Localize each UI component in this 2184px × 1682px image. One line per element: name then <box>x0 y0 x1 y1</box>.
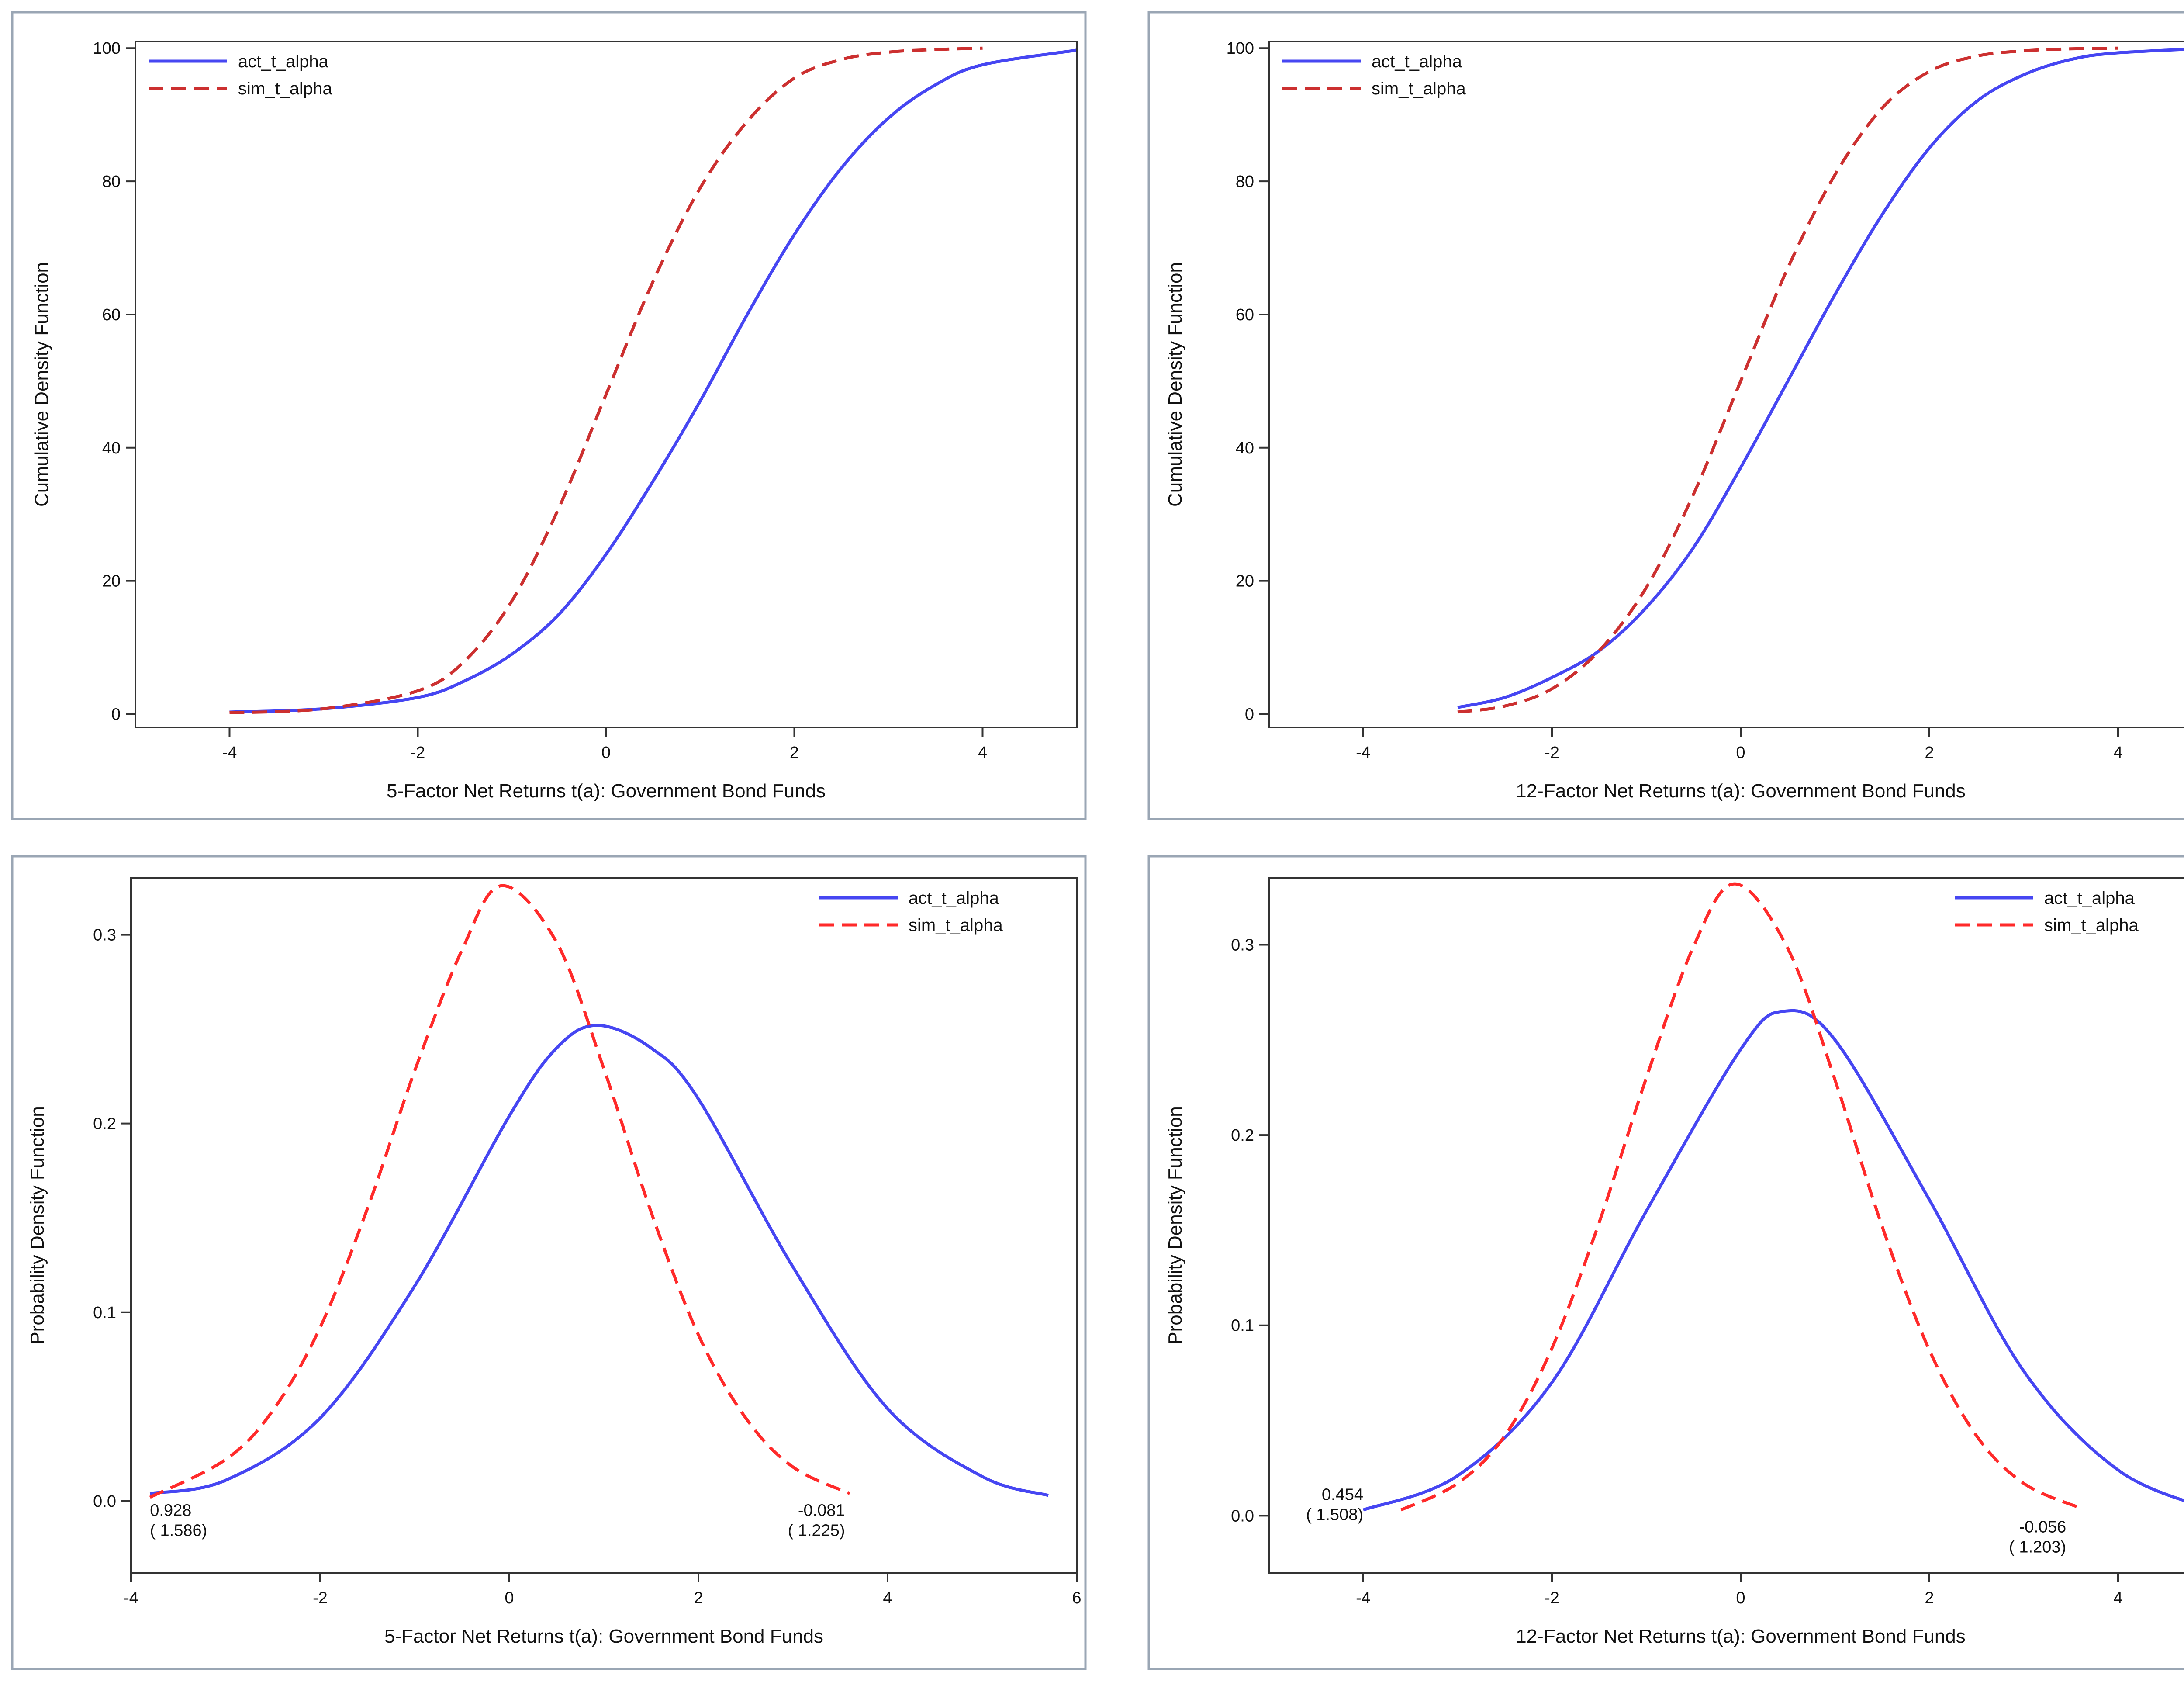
chart-pdf-12factor-panel <box>1147 855 2184 1670</box>
chart-pdf-5factor-annotation-line: ( 1.225) <box>788 1521 845 1540</box>
chart-cdf-5factor-legend-label-act_t_alpha: act_t_alpha <box>238 52 329 71</box>
chart-pdf-12factor-y-tick-label: 0.1 <box>1231 1317 1254 1335</box>
chart-pdf-12factor-annotation-line: 0.454 <box>1322 1485 1363 1504</box>
chart-pdf-12factor-y-tick-label: 0.2 <box>1231 1126 1254 1145</box>
chart-pdf-5factor-annotation-line: 0.928 <box>150 1501 191 1519</box>
chart-cdf-5factor-panel <box>11 11 1087 820</box>
chart-pdf-12factor-annotation-line: ( 1.203) <box>2009 1538 2066 1556</box>
chart-pdf-5factor-legend-label-sim_t_alpha: sim_t_alpha <box>909 916 1003 935</box>
chart-pdf-12factor-y-tick-label: 0.0 <box>1231 1507 1254 1525</box>
chart-cdf-12factor-y-tick-label: 40 <box>1236 439 1254 457</box>
chart-pdf-5factor-x-axis-label: 5-Factor Net Returns t(a): Government Bo… <box>384 1626 823 1647</box>
chart-cdf-5factor-x-tick-label: -4 <box>222 744 237 762</box>
chart-cdf-12factor-series-act_t_alpha <box>1457 48 2184 709</box>
chart-pdf-12factor-annotation: -0.056 ( 1.203) <box>2009 1518 2066 1556</box>
chart-cdf-12factor-x-tick-label: -2 <box>1545 744 1559 762</box>
chart-pdf-5factor-x-tick-label: -4 <box>124 1589 138 1607</box>
chart-cdf-5factor-series-act_t_alpha <box>229 48 1077 714</box>
chart-cdf-5factor-series-sim_t_alpha <box>229 46 983 714</box>
chart-pdf-5factor-x-tick-label: -2 <box>313 1589 328 1607</box>
chart-pdf-5factor-annotation: 0.928 ( 1.586) <box>150 1501 207 1540</box>
chart-pdf-12factor-legend-label-sim_t_alpha: sim_t_alpha <box>2044 916 2139 935</box>
chart-pdf-12factor-x-tick-label: 0 <box>1736 1589 1745 1607</box>
chart-cdf-5factor-x-tick-label: -2 <box>411 744 425 762</box>
chart-pdf-5factor-x-tick-label: 2 <box>694 1589 703 1607</box>
chart-cdf-12factor-x-tick-label: 2 <box>1925 744 1934 762</box>
chart-cdf-12factor-y-tick-label: 100 <box>1227 39 1254 58</box>
chart-pdf-12factor-legend-label-act_t_alpha: act_t_alpha <box>2044 889 2135 908</box>
chart-cdf-12factor-series-sim_t_alpha <box>1457 46 2118 714</box>
chart-cdf-12factor-legend-label-act_t_alpha: act_t_alpha <box>1372 52 1462 71</box>
chart-pdf-12factor-annotation: 0.454( 1.508) <box>1306 1485 1363 1524</box>
chart-pdf-12factor: -4 -2 0 2 4 0.0 0.1 0.2 0.3 12-Factor Net Returns… <box>1147 855 2184 1670</box>
chart-cdf-12factor-x-tick-label: -4 <box>1356 744 1371 762</box>
chart-pdf-12factor-annotation-line: -0.056 <box>2019 1518 2066 1536</box>
chart-cdf-5factor-y-tick-label: 100 <box>93 39 121 58</box>
chart-pdf-5factor-y-tick-label: 0.3 <box>93 926 116 945</box>
chart-pdf-12factor-legend: act_t_alpha sim_t_alpha <box>1955 889 2139 935</box>
chart-cdf-5factor-y-axis-label: Cumulative Density Function <box>31 262 52 507</box>
chart-pdf-5factor-y-tick-label: 0.1 <box>93 1304 116 1322</box>
chart-pdf-12factor-x-tick-label: 4 <box>2113 1589 2122 1607</box>
chart-pdf-12factor-y-tick-label: 0.3 <box>1231 936 1254 954</box>
chart-pdf-5factor-annotation-line: ( 1.586) <box>150 1521 207 1540</box>
chart-pdf-5factor-x-tick-label: 4 <box>883 1589 892 1607</box>
chart-cdf-12factor-x-axis-label: 12-Factor Net Returns t(a): Government B… <box>1516 780 1966 802</box>
chart-pdf-12factor-x-axis-label: 12-Factor Net Returns t(a): Government B… <box>1516 1626 1966 1647</box>
chart-cdf-12factor-legend: act_t_alpha sim_t_alpha <box>1282 52 1466 98</box>
chart-pdf-5factor-series-act_t_alpha <box>149 1024 1049 1497</box>
chart-pdf-12factor-x-tick-label: 2 <box>1925 1589 1934 1607</box>
chart-cdf-5factor-x-axis-label: 5-Factor Net Returns t(a): Government Bo… <box>387 780 826 802</box>
chart-cdf-5factor-y-tick-label: 80 <box>102 173 121 191</box>
chart-cdf-12factor-y-tick-label: 0 <box>1245 706 1254 724</box>
chart-pdf-5factor-y-tick-label: 0.0 <box>93 1492 116 1511</box>
chart-pdf-5factor-x-tick-label: 6 <box>1072 1589 1081 1607</box>
chart-cdf-5factor-y-tick-label: 40 <box>102 439 121 457</box>
chart-pdf-5factor-x-tick-label: 0 <box>505 1589 514 1607</box>
chart-pdf-12factor-x-tick-label: -2 <box>1545 1589 1559 1607</box>
chart-pdf-5factor-panel <box>11 855 1087 1670</box>
chart-pdf-5factor-legend: act_t_alpha sim_t_alpha <box>819 889 1003 935</box>
chart-cdf-12factor-x-tick-label: 0 <box>1736 744 1745 762</box>
chart-cdf-5factor-legend-label-sim_t_alpha: sim_t_alpha <box>238 79 332 98</box>
chart-pdf-5factor-legend-label-act_t_alpha: act_t_alpha <box>909 889 999 908</box>
chart-pdf-12factor-series-sim_t_alpha <box>1400 882 2081 1512</box>
chart-pdf-5factor-y-axis-label: Probability Density Function <box>27 1106 48 1344</box>
chart-cdf-5factor-legend: act_t_alpha sim_t_alpha <box>149 52 332 98</box>
chart-cdf-5factor-y-tick-label: 20 <box>102 572 121 591</box>
chart-cdf-12factor-legend-label-sim_t_alpha: sim_t_alpha <box>1372 79 1466 98</box>
chart-cdf-12factor-y-tick-label: 60 <box>1236 306 1254 324</box>
chart-pdf-5factor-y-tick-label: 0.2 <box>93 1115 116 1133</box>
chart-cdf-5factor-x-tick-label: 0 <box>601 744 611 762</box>
chart-pdf-12factor-x-tick-label: -4 <box>1356 1589 1371 1607</box>
chart-cdf-5factor-y-tick-label: 0 <box>111 706 121 724</box>
chart-pdf-5factor-annotation-line: -0.081 <box>798 1501 845 1519</box>
chart-pdf-5factor-series-sim_t_alpha <box>149 884 850 1499</box>
chart-cdf-12factor-x-tick-label: 4 <box>2113 744 2122 762</box>
chart-pdf-5factor-plot-area <box>130 877 1078 1574</box>
chart-pdf-12factor-annotation-line: ( 1.508) <box>1306 1505 1363 1524</box>
chart-pdf-5factor-annotation: -0.081 ( 1.225) <box>788 1501 845 1540</box>
chart-cdf-12factor-y-tick-label: 20 <box>1236 572 1254 591</box>
chart-cdf-12factor-y-tick-label: 80 <box>1236 173 1254 191</box>
chart-pdf-12factor-series-act_t_alpha <box>1362 1009 2184 1512</box>
chart-pdf-12factor-y-axis-label: Probability Density Function <box>1165 1106 1186 1344</box>
chart-cdf-12factor-y-axis-label: Cumulative Density Function <box>1165 262 1186 507</box>
chart-cdf-5factor-x-tick-label: 4 <box>978 744 987 762</box>
chart-cdf-5factor-x-tick-label: 2 <box>790 744 799 762</box>
chart-cdf-12factor-panel <box>1147 11 2184 820</box>
chart-cdf-5factor-y-tick-label: 60 <box>102 306 121 324</box>
chart-pdf-5factor: -4 -2 0 2 4 6 0.0 0.1 0.2 0.3 5-Factor Net Returns… <box>11 855 1087 1670</box>
